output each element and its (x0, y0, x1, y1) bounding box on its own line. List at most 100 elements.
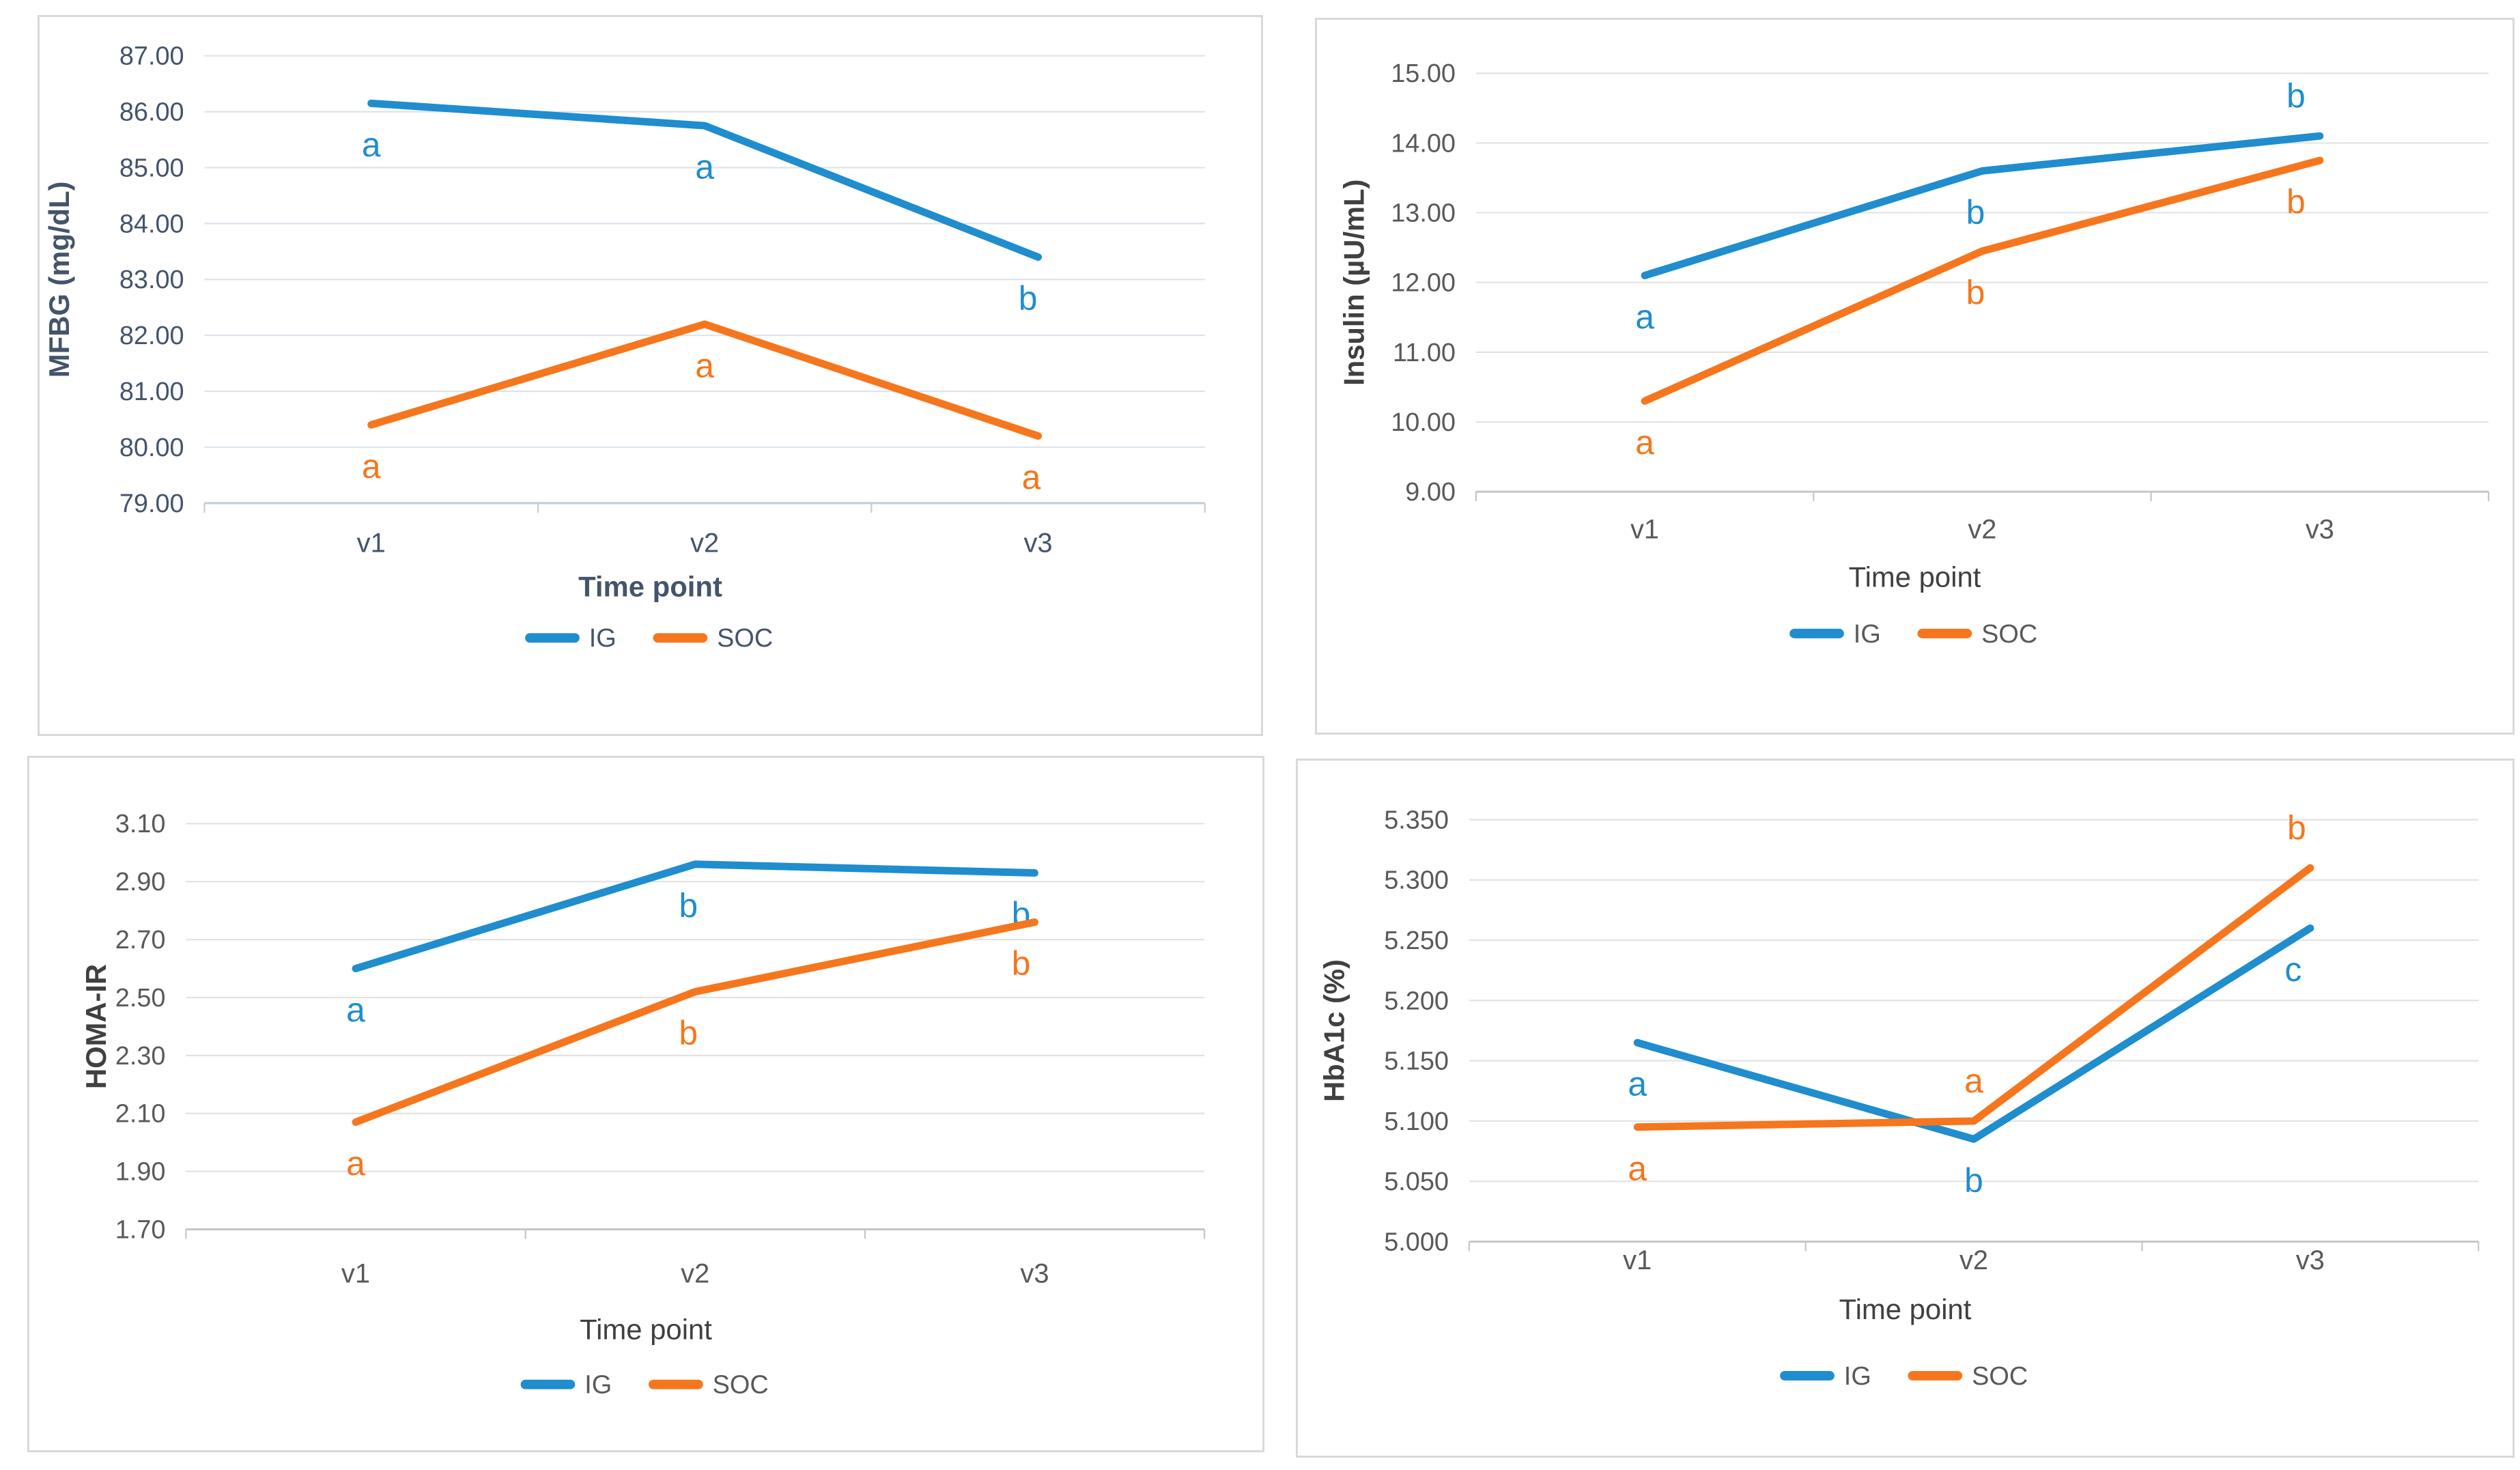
y-tick-label: 84.00 (119, 210, 184, 238)
x-axis-title: Time point (580, 1314, 712, 1346)
mfbg-chart: 87.00 86.00 85.00 84.00 83.00 82.00 81.00 80.00… (43, 42, 1206, 653)
y-tick-label: 12.00 (1391, 269, 1456, 298)
x-axis-title: Time point (578, 571, 722, 603)
y-axis-title: Insulin (µU/mL) (1337, 180, 1370, 386)
significance-letter: a (695, 148, 714, 186)
significance-letter: b (1964, 1161, 1983, 1200)
significance-letter: a (1635, 423, 1654, 462)
series-line-ig (367, 99, 1042, 262)
y-tick-label: 2.70 (115, 926, 166, 955)
significance-letter: a (1635, 298, 1654, 336)
y-tick-label: 5.350 (1384, 806, 1449, 834)
y-tick-label: 5.150 (1384, 1047, 1449, 1076)
legend-swatch-ig (520, 1379, 576, 1389)
significance-letter: a (1628, 1065, 1647, 1103)
significance-letter: a (362, 126, 381, 164)
homa-ir-chart: 3.10 2.90 2.70 2.50 2.30 2.10 1.90 1.70 v1 v2 v3 a b… (80, 810, 1206, 1400)
significance-letter: a (346, 1144, 365, 1183)
y-tick-label: 2.30 (115, 1042, 166, 1071)
x-category-label: v1 (1623, 1245, 1652, 1275)
significance-letter: b (2287, 77, 2306, 115)
series-line-ig (1633, 924, 2314, 1143)
legend-swatch-ig (525, 633, 580, 643)
significance-letter: b (1012, 944, 1031, 983)
x-category-label: v3 (1023, 528, 1052, 559)
y-tick-label: 5.000 (1384, 1228, 1449, 1256)
x-category-label: v3 (2306, 514, 2334, 544)
x-category-label: v1 (1630, 514, 1659, 544)
y-tick-label: 2.90 (115, 868, 166, 896)
series-line-soc (367, 320, 1042, 440)
y-tick-label: 86.00 (119, 98, 184, 127)
legend-label-ig: IG (1854, 620, 1881, 649)
significance-letter: b (1966, 273, 1985, 311)
series-line-soc (352, 918, 1038, 1126)
y-tick-label: 3.10 (115, 810, 166, 838)
legend-swatch-soc (1908, 1370, 1963, 1381)
significance-letter: a (346, 991, 365, 1029)
series-line-ig (1641, 132, 2324, 279)
y-tick-label: 5.200 (1384, 987, 1449, 1015)
legend-swatch-soc (1917, 628, 1972, 638)
y-axis-title: HbA1c (%) (1318, 959, 1350, 1102)
y-tick-label: 79.00 (119, 490, 184, 518)
series-line-soc (1641, 156, 2324, 405)
y-tick-label: 87.00 (119, 42, 184, 71)
y-tick-label: 2.50 (115, 984, 166, 1013)
y-tick-label: 83.00 (119, 266, 184, 294)
significance-letter: c (2284, 950, 2302, 989)
y-tick-label: 5.300 (1384, 866, 1449, 895)
legend-label-soc: SOC (713, 1371, 769, 1400)
significance-letter: b (1966, 193, 1985, 231)
x-category-label: v1 (341, 1258, 370, 1288)
legend-swatch-soc (648, 1379, 703, 1389)
legend-label-soc: SOC (1972, 1362, 2028, 1391)
significance-letter: b (679, 1014, 698, 1052)
y-tick-label: 9.00 (1405, 478, 1456, 507)
significance-letter: a (1628, 1149, 1647, 1187)
y-tick-label: 81.00 (119, 378, 184, 406)
x-category-label: v2 (681, 1258, 709, 1288)
y-axis-title: MFBG (mg/dL) (43, 182, 75, 378)
x-axis-title: Time point (1849, 561, 1981, 593)
hba1c-chart: 5.350 5.300 5.250 5.200 5.150 5.100 5.050 5.000… (1318, 806, 2480, 1391)
y-tick-label: 14.00 (1391, 129, 1456, 158)
chart-panel-mfbg: 87.00 86.00 85.00 84.00 83.00 82.00 81.00 80.00… (38, 15, 1263, 736)
series-line-ig (352, 860, 1038, 973)
legend-label-ig: IG (1844, 1362, 1871, 1391)
y-tick-label: 2.10 (115, 1100, 166, 1129)
y-tick-label: 82.00 (119, 322, 184, 350)
significance-letter: a (362, 447, 381, 485)
y-axis-title: HOMA-IR (80, 964, 112, 1089)
significance-letter: b (2287, 808, 2306, 847)
y-tick-label: 11.00 (1393, 339, 1456, 367)
x-category-label: v1 (357, 528, 386, 559)
y-tick-label: 15.00 (1391, 59, 1456, 88)
significance-letter: b (2287, 183, 2306, 221)
legend-label-soc: SOC (717, 624, 773, 653)
x-category-label: v2 (1968, 514, 1996, 544)
significance-letter: b (679, 886, 698, 924)
y-tick-label: 5.100 (1384, 1107, 1449, 1136)
y-tick-label: 5.050 (1384, 1168, 1449, 1196)
chart-panel-hba1c: 5.350 5.300 5.250 5.200 5.150 5.100 5.050 5.000… (1296, 759, 2515, 1458)
significance-letter: a (695, 346, 714, 384)
significance-letter: b (1019, 279, 1038, 317)
legend-label-ig: IG (584, 1371, 612, 1400)
insulin-chart: 15.00 14.00 13.00 12.00 11.00 10.00 9.00 v1 v2 v3… (1337, 59, 2490, 649)
significance-letter: a (1964, 1062, 1983, 1100)
legend-label-soc: SOC (1981, 620, 2037, 649)
y-tick-label: 1.90 (115, 1158, 166, 1187)
x-category-label: v3 (1020, 1258, 1049, 1288)
legend-swatch-soc (653, 633, 708, 643)
y-tick-label: 80.00 (119, 434, 184, 462)
legend-swatch-ig (1780, 1370, 1835, 1381)
y-tick-label: 13.00 (1391, 199, 1456, 228)
x-category-label: v2 (690, 528, 719, 559)
x-category-label: v2 (1959, 1245, 1988, 1275)
y-tick-label: 85.00 (119, 154, 184, 182)
series-line-soc (1633, 864, 2314, 1131)
x-category-label: v3 (2296, 1245, 2325, 1275)
y-tick-label: 1.70 (115, 1216, 166, 1245)
